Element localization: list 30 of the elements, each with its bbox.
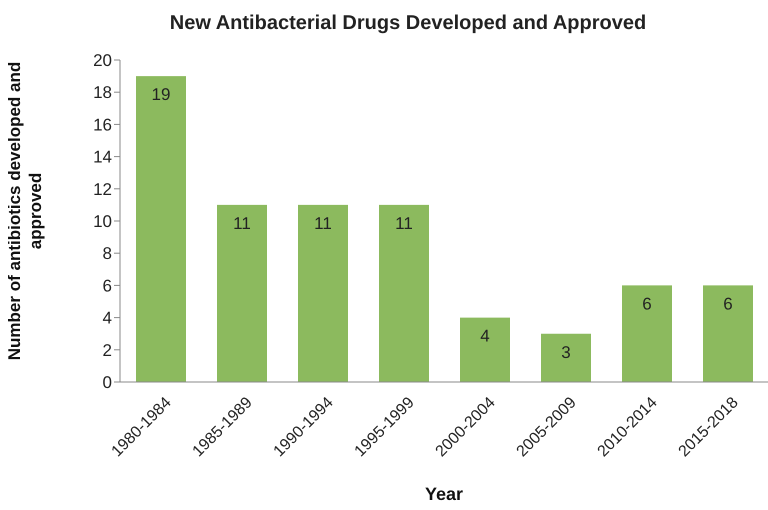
data-label: 11 bbox=[233, 214, 251, 233]
bar bbox=[379, 204, 429, 382]
bar bbox=[622, 285, 672, 382]
bar bbox=[298, 204, 348, 382]
bar bbox=[703, 285, 753, 382]
y-tick-label: 6 bbox=[102, 276, 112, 296]
bar bbox=[541, 334, 591, 382]
data-label: 4 bbox=[480, 326, 490, 346]
y-axis-title: Number of antibiotics developed and approved bbox=[5, 62, 45, 360]
data-label: 3 bbox=[561, 342, 571, 362]
y-tick-label: 0 bbox=[102, 373, 112, 392]
y-tick-label: 8 bbox=[102, 244, 112, 264]
y-tick-label: 16 bbox=[93, 115, 112, 134]
y-tick-label: 4 bbox=[102, 308, 112, 328]
data-label: 6 bbox=[642, 294, 652, 314]
y-tick-label: 10 bbox=[93, 212, 112, 232]
y-tick-label: 2 bbox=[102, 340, 112, 360]
data-label: 11 bbox=[314, 214, 332, 233]
y-tick-label: 12 bbox=[93, 180, 112, 199]
x-axis-title: Year bbox=[424, 484, 464, 504]
data-label: 19 bbox=[152, 85, 170, 104]
data-label: 11 bbox=[395, 214, 413, 233]
y-tick-label: 18 bbox=[93, 83, 112, 102]
data-label: 6 bbox=[723, 294, 733, 314]
bar bbox=[217, 204, 267, 382]
bar bbox=[136, 76, 186, 382]
y-tick-label: 20 bbox=[93, 51, 112, 70]
y-tick-label: 14 bbox=[93, 148, 112, 167]
bar bbox=[460, 318, 510, 382]
chart-title: New Antibacterial Drugs Developed and Approved bbox=[168, 11, 648, 36]
